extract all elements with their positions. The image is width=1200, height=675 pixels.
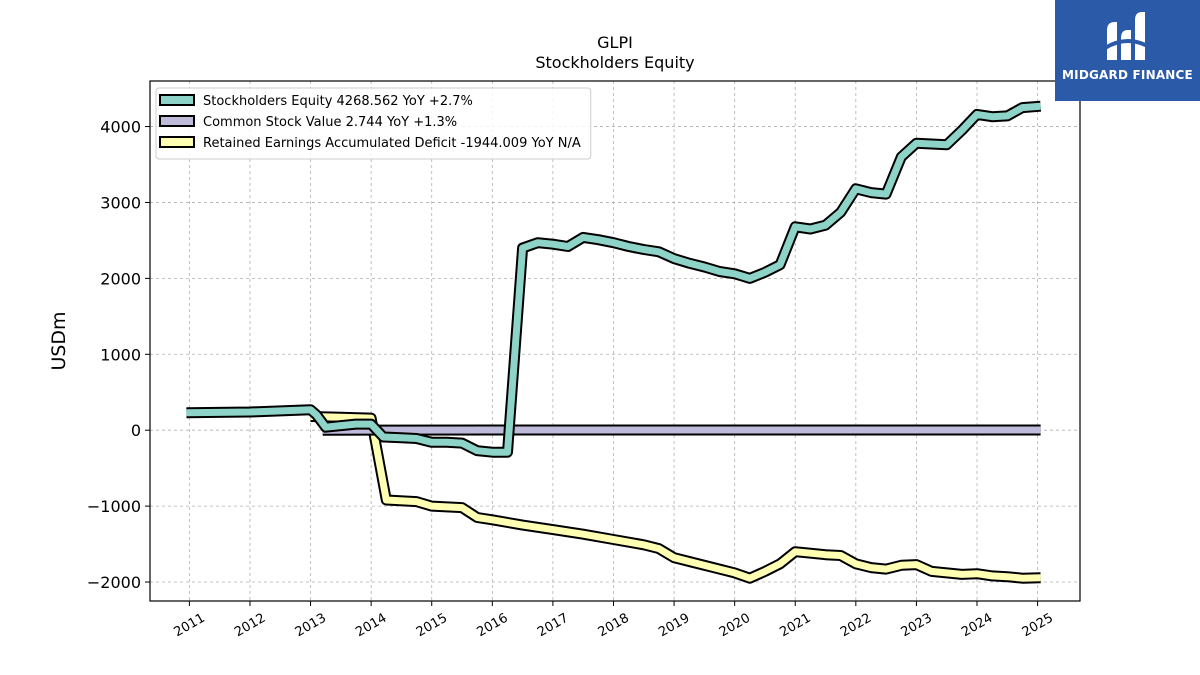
- legend-entry: Retained Earnings Accumulated Deficit -1…: [203, 136, 581, 151]
- y-tick-label: 2000: [100, 269, 141, 288]
- x-tick-label: 2013: [293, 611, 329, 641]
- chart-subtitle: Stockholders Equity: [535, 53, 694, 72]
- x-tick-label: 2017: [535, 611, 571, 641]
- chart-title: GLPI: [597, 33, 633, 52]
- legend: Stockholders Equity 4268.562 YoY +2.7% Co…: [155, 87, 592, 160]
- x-tick-label: 2019: [656, 611, 692, 641]
- x-tick-label: 2018: [596, 611, 632, 641]
- series-line: [310, 413, 1041, 582]
- y-tick-label: −1000: [87, 497, 141, 516]
- x-tick-label: 2011: [172, 611, 208, 641]
- x-tick-label: 2016: [474, 611, 510, 641]
- x-tick-label: 2024: [959, 611, 995, 641]
- x-tick-label: 2014: [353, 611, 389, 641]
- legend-swatch: [159, 136, 195, 148]
- y-tick-label: 0: [131, 421, 141, 440]
- x-tick-label: 2023: [899, 611, 935, 641]
- x-tick-label: 2021: [777, 611, 813, 641]
- y-axis-label: USDm: [48, 311, 70, 370]
- x-tick-label: 2025: [1020, 611, 1056, 641]
- legend-swatch: [159, 115, 195, 127]
- series-line: [186, 102, 1041, 456]
- legend-entry: Stockholders Equity 4268.562 YoY +2.7%: [203, 94, 473, 109]
- legend-box: [155, 87, 592, 160]
- x-tick-label: 2022: [838, 611, 874, 641]
- y-axis: −2000 −1000 0 1000 2000 3000 4000: [87, 118, 150, 592]
- legend-entry: Common Stock Value 2.744 YoY +1.3%: [203, 115, 457, 130]
- y-tick-label: −2000: [87, 573, 141, 592]
- series-layer: [186, 100, 1042, 584]
- y-tick-label: 3000: [100, 193, 141, 212]
- x-tick-label: 2020: [717, 611, 753, 641]
- grid: [150, 81, 1080, 601]
- x-axis: 2011 2012 2013 2014 2015 2016 2017 2018 2019 2020…: [172, 601, 1056, 640]
- plot-frame: [149, 80, 1081, 602]
- logo: MIDGARD FINANCE: [1055, 0, 1200, 101]
- y-tick-label: 4000: [100, 118, 141, 137]
- y-tick-label: 1000: [100, 345, 141, 364]
- x-tick-label: 2012: [232, 611, 268, 641]
- x-tick-label: 2015: [414, 611, 450, 641]
- legend-swatch: [159, 94, 195, 106]
- logo-mark-icon: [1103, 12, 1153, 60]
- logo-text: MIDGARD FINANCE: [1062, 68, 1193, 82]
